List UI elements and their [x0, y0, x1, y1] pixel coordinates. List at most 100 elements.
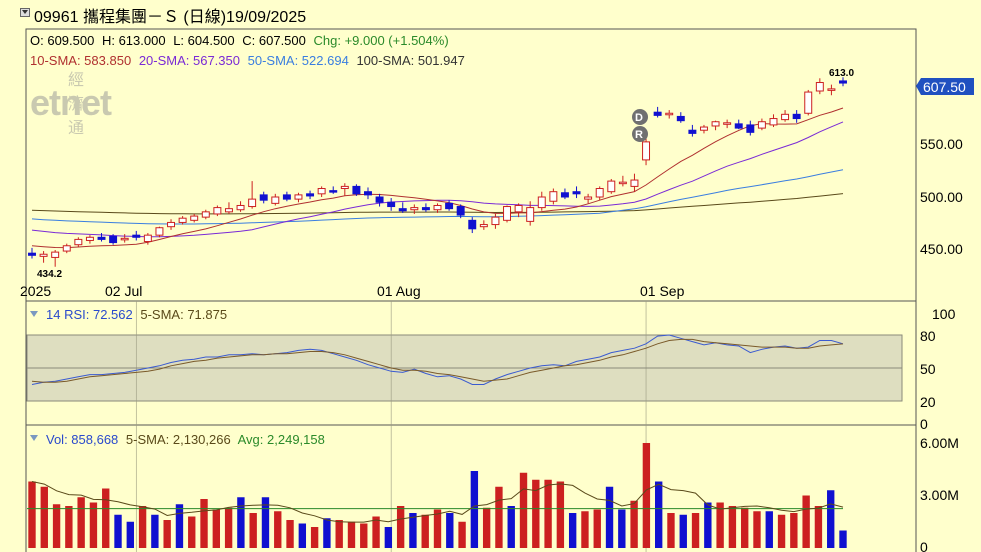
rsi-tick-100: 100	[932, 306, 956, 322]
candle	[468, 217, 477, 234]
candle-body	[294, 194, 303, 200]
candle-body	[340, 185, 349, 190]
candle-body	[676, 115, 685, 122]
dropdown-menu-icon[interactable]	[20, 8, 30, 17]
candle	[364, 187, 372, 200]
candle	[456, 204, 465, 219]
candle	[62, 243, 71, 254]
candle	[306, 190, 315, 200]
legend-high: H: 613.000	[102, 33, 166, 48]
candle	[607, 178, 616, 194]
svg-text:Vol: 858,668 5-SMA: 2,13: Vol: 858,668 5-SMA: 2,130,266 Avg: 2,249…	[46, 432, 325, 447]
volume-bar	[704, 502, 712, 548]
volume-bar	[28, 481, 36, 548]
volume-bar	[544, 479, 552, 548]
candle-body	[213, 207, 222, 215]
vol-panel	[25, 424, 917, 552]
candle-body	[248, 198, 257, 208]
candle-body	[85, 236, 94, 241]
candle	[537, 191, 546, 211]
volume-bar	[630, 500, 638, 548]
volume-bar	[605, 486, 614, 548]
candle	[503, 205, 511, 223]
date-label-aug: 01 Aug	[377, 283, 421, 299]
volume-bar	[360, 523, 368, 548]
candle-body	[781, 113, 790, 121]
vol-legend-avg: Avg: 2,249,158	[238, 432, 325, 447]
volume-bar	[175, 504, 184, 548]
candle	[618, 175, 627, 187]
volume-bar	[777, 514, 786, 548]
candle	[560, 188, 569, 200]
candle	[167, 219, 176, 230]
candle-body	[28, 252, 36, 256]
candle	[815, 78, 824, 95]
candle	[642, 138, 651, 166]
candle	[340, 183, 349, 196]
candle-body	[503, 206, 511, 221]
candle	[445, 200, 454, 211]
volume-bar	[691, 513, 700, 548]
candle-body	[398, 208, 407, 212]
volume-bar	[532, 479, 540, 548]
legend-chg: Chg: +9.000 (+1.504%)	[314, 33, 449, 48]
rsi-legend-value: 14 RSI: 72.562	[46, 307, 133, 322]
candle-body	[120, 237, 129, 241]
candle-body	[491, 216, 500, 226]
volume-bar	[163, 520, 171, 548]
chart-header: 09961 攜程集團－Ｓ (日線)19/09/2025	[0, 0, 981, 27]
candle	[723, 119, 732, 129]
candle	[526, 201, 535, 226]
candle	[85, 235, 94, 244]
volume-bar	[372, 516, 380, 548]
volume-bar	[568, 513, 577, 548]
volume-bar	[716, 502, 724, 548]
rsi-tick-80: 80	[920, 328, 936, 344]
volume-bar	[347, 521, 356, 548]
candle	[213, 205, 222, 217]
candle-body	[792, 113, 801, 120]
candle-body	[549, 191, 558, 202]
volume-bar	[839, 530, 847, 548]
candle	[630, 173, 639, 192]
volume-bar	[52, 504, 61, 548]
volume-bar	[188, 516, 196, 548]
candle	[491, 213, 500, 229]
candle-body	[607, 180, 616, 193]
volume-bar	[679, 514, 687, 548]
volume-bar	[642, 443, 651, 548]
candle-body	[445, 202, 454, 210]
volume-bar	[77, 497, 85, 548]
candle	[688, 124, 697, 137]
candle	[827, 84, 836, 96]
candle	[329, 186, 338, 194]
candle	[28, 247, 36, 259]
volume-bar	[298, 523, 307, 548]
candle-body	[132, 234, 141, 238]
volume-bar	[765, 511, 773, 548]
volume-bar	[458, 521, 466, 548]
candle-body	[178, 217, 187, 223]
candle	[746, 120, 755, 136]
candle	[155, 226, 164, 238]
candle-body	[51, 251, 60, 258]
volume-bar	[827, 490, 835, 548]
candle-body	[479, 224, 488, 228]
candle-body	[642, 141, 651, 161]
candle	[248, 181, 257, 209]
candle-body	[618, 181, 627, 185]
sma10-line	[31, 107, 844, 249]
legend-sma10: 10-SMA: 583.850	[30, 53, 131, 68]
price-tick-450: 450.00	[920, 241, 963, 257]
candle-body	[815, 82, 824, 92]
candle	[375, 193, 384, 207]
current-price-value: 607.50	[923, 79, 966, 95]
candle	[653, 106, 662, 118]
candle	[271, 193, 280, 206]
volume-bar	[667, 513, 675, 548]
candle-body	[167, 221, 176, 228]
volume-bar	[249, 513, 257, 548]
candle-body	[723, 122, 732, 125]
candle	[410, 204, 419, 214]
